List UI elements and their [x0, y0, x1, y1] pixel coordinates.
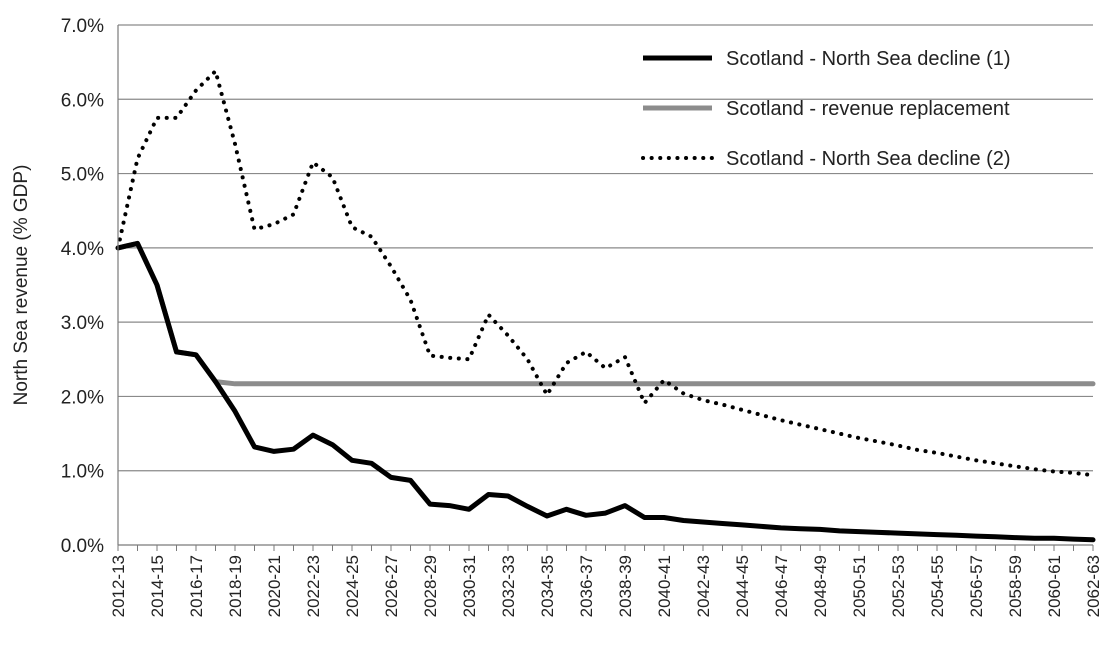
series-line-1 [115, 240, 1096, 543]
legend-label: Scotland - North Sea decline (2) [726, 148, 1011, 170]
x-tick-label: 2058-59 [1006, 555, 1025, 617]
x-tick-label: 2030-31 [460, 555, 479, 617]
x-tick-label: 2024-25 [343, 555, 362, 617]
legend-label: Scotland - revenue replacement [726, 98, 1010, 120]
x-tick-label: 2034-35 [538, 555, 557, 617]
x-tick-label: 2062-63 [1084, 555, 1103, 617]
axes: 0.0% 1.0% 2.0% 3.0% 4.0% 5.0% 6.0% 7.0% 2012-13 2… [11, 16, 1103, 617]
legend-label: Scotland - North Sea decline (1) [726, 48, 1011, 70]
x-tick-label: 2020-21 [265, 555, 284, 617]
y-tick-label: 5.0% [61, 165, 104, 186]
y-tick-label: 0.0% [61, 536, 104, 557]
y-tick-label: 2.0% [61, 387, 104, 408]
x-tick-label: 2050-51 [850, 555, 869, 617]
x-tick-label: 2036-37 [577, 555, 596, 617]
x-tick-label: 2016-17 [187, 555, 206, 617]
y-tick-label: 3.0% [61, 313, 104, 334]
y-tick-label: 1.0% [61, 462, 104, 483]
x-tick-label: 2052-53 [889, 555, 908, 617]
y-tick-label: 4.0% [61, 239, 104, 260]
y-axis-title: North Sea revenue (% GDP) [11, 165, 32, 406]
x-tick-label: 2028-29 [421, 555, 440, 617]
x-tick-label: 2032-33 [499, 555, 518, 617]
x-tick-label: 2048-49 [811, 555, 830, 617]
legend: Scotland - North Sea decline (1) Scotland… [641, 48, 1011, 170]
y-tick-label: 6.0% [61, 90, 104, 111]
x-tick-label: 2018-19 [226, 555, 245, 617]
x-tick-label: 2056-57 [967, 555, 986, 617]
x-tick-label: 2060-61 [1045, 555, 1064, 617]
x-tick-label: 2042-43 [694, 555, 713, 617]
series-line-3 [116, 69, 1095, 478]
x-tick-label: 2040-41 [655, 555, 674, 617]
x-tick-label: 2014-15 [148, 555, 167, 617]
x-tick-label: 2054-55 [928, 555, 947, 617]
series-line-2 [115, 240, 1096, 387]
x-tick-label: 2026-27 [382, 555, 401, 617]
x-tick-label: 2044-45 [733, 555, 752, 617]
series-lines [115, 69, 1096, 543]
x-tick-label: 2038-39 [616, 555, 635, 617]
x-tick-label: 2012-13 [109, 555, 128, 617]
y-tick-label: 7.0% [61, 16, 104, 37]
x-tick-label: 2022-23 [304, 555, 323, 617]
x-tick-label: 2046-47 [772, 555, 791, 617]
gridlines [118, 24, 1093, 472]
